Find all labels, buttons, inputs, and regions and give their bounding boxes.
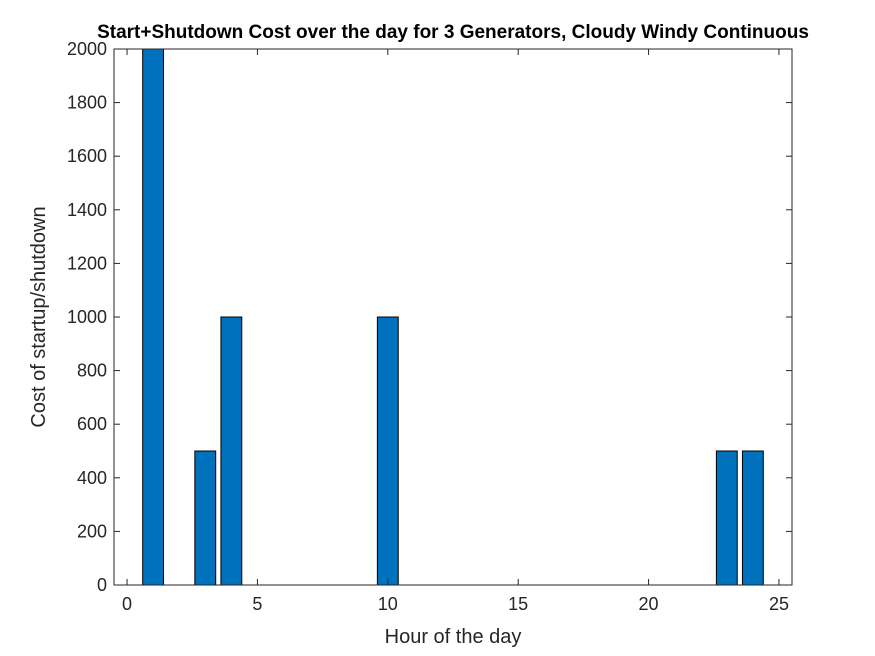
y-tick-label: 800 [77, 361, 107, 381]
y-tick-label: 1400 [67, 200, 107, 220]
x-tick-label: 10 [378, 594, 398, 614]
bar-hour-10 [376, 316, 399, 586]
bar-hour-24 [741, 450, 764, 586]
x-tick-label: 5 [252, 594, 262, 614]
y-tick-label: 1200 [67, 253, 107, 273]
x-tick-label: 0 [122, 594, 132, 614]
y-tick-label: 1000 [67, 307, 107, 327]
x-tick-label: 25 [769, 594, 789, 614]
bar-hour-4 [220, 316, 243, 586]
bar-hour-23 [715, 450, 738, 586]
y-tick-label: 0 [97, 575, 107, 595]
bars-group [142, 48, 764, 586]
bar-hour-3 [194, 450, 217, 586]
y-tick-label: 200 [77, 521, 107, 541]
y-tick-label: 1600 [67, 146, 107, 166]
y-tick-label: 400 [77, 468, 107, 488]
y-tick-label: 1800 [67, 93, 107, 113]
x-ticks-group: 0 5 10 15 20 25 [122, 49, 789, 614]
y-ticks-group: 0 200 400 600 800 1000 1200 1400 1600 1800 2000 [67, 39, 792, 595]
x-tick-label: 15 [508, 594, 528, 614]
y-tick-label: 600 [77, 414, 107, 434]
y-tick-label: 2000 [67, 39, 107, 59]
y-axis-label: Cost of startup/shutdown [28, 206, 50, 427]
x-tick-label: 20 [639, 594, 659, 614]
bar-hour-1 [142, 48, 165, 586]
x-axis-label: Hour of the day [385, 626, 522, 648]
chart-title: Start+Shutdown Cost over the day for 3 G… [97, 22, 809, 43]
